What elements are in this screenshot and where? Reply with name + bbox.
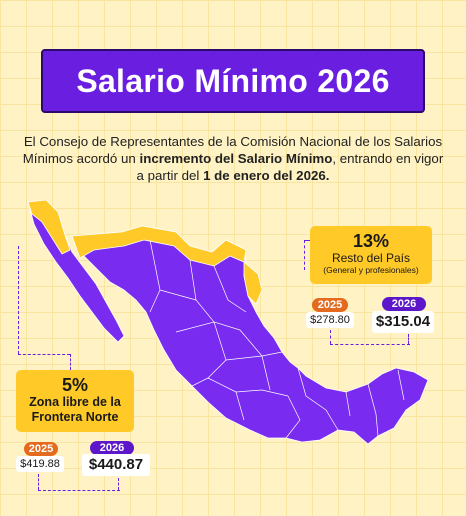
callout-resto-del-pais: 13% Resto del País (General y profesiona… <box>310 226 432 284</box>
frontera-title-line1: Zona libre de la <box>29 395 121 409</box>
resto-connector-v1 <box>330 330 331 344</box>
frontera-connector-v1 <box>38 474 39 490</box>
resto-percent: 13% <box>352 231 390 251</box>
map-border-zone-east <box>243 261 263 305</box>
resto-year-2025-badge: 2025 <box>312 298 348 312</box>
resto-connector-v2 <box>408 334 409 344</box>
intro-bold-1: incremento del Salario Mínimo <box>139 151 333 166</box>
map-baja-border <box>27 199 71 255</box>
intro-text-2: , entrando en vigor a partir del <box>136 151 444 183</box>
frontera-year-2025-badge: 2025 <box>24 442 58 456</box>
frontera-value-2025: $419.88 <box>16 456 64 472</box>
frontera-connector-left <box>18 246 19 354</box>
frontera-year-2026-badge: 2026 <box>90 441 134 455</box>
intro-text-1: El Consejo de Representantes de la Comis… <box>22 134 443 166</box>
intro-bold-2: 1 de enero del 2026. <box>203 168 330 183</box>
frontera-connector-top <box>18 354 70 355</box>
resto-title: Resto del País <box>331 251 411 265</box>
resto-connector-map <box>304 240 310 241</box>
intro-paragraph: El Consejo de Representantes de la Comis… <box>20 133 446 184</box>
frontera-connector-down <box>70 354 71 370</box>
frontera-title-line2: Frontera Norte <box>31 410 119 424</box>
resto-value-2026: $315.04 <box>372 311 434 333</box>
frontera-value-2026: $440.87 <box>82 454 150 476</box>
map-state-lines <box>149 239 405 439</box>
map-border-zone-north <box>71 225 247 267</box>
resto-value-2025: $278.80 <box>306 312 354 328</box>
title-banner: Salario Mínimo 2026 <box>41 49 425 113</box>
frontera-percent: 5% <box>61 375 88 395</box>
mexico-map <box>27 199 429 445</box>
callout-frontera-norte: 5% Zona libre de la Frontera Norte <box>16 370 134 432</box>
resto-year-2026-badge: 2026 <box>382 297 426 311</box>
frontera-connector-v2 <box>118 478 119 490</box>
resto-connector-map-v <box>304 240 305 270</box>
resto-subtitle: (General y profesionales) <box>323 265 419 275</box>
page-title: Salario Mínimo 2026 <box>76 62 390 99</box>
frontera-connector-h <box>38 490 120 491</box>
resto-connector-h <box>330 344 410 345</box>
